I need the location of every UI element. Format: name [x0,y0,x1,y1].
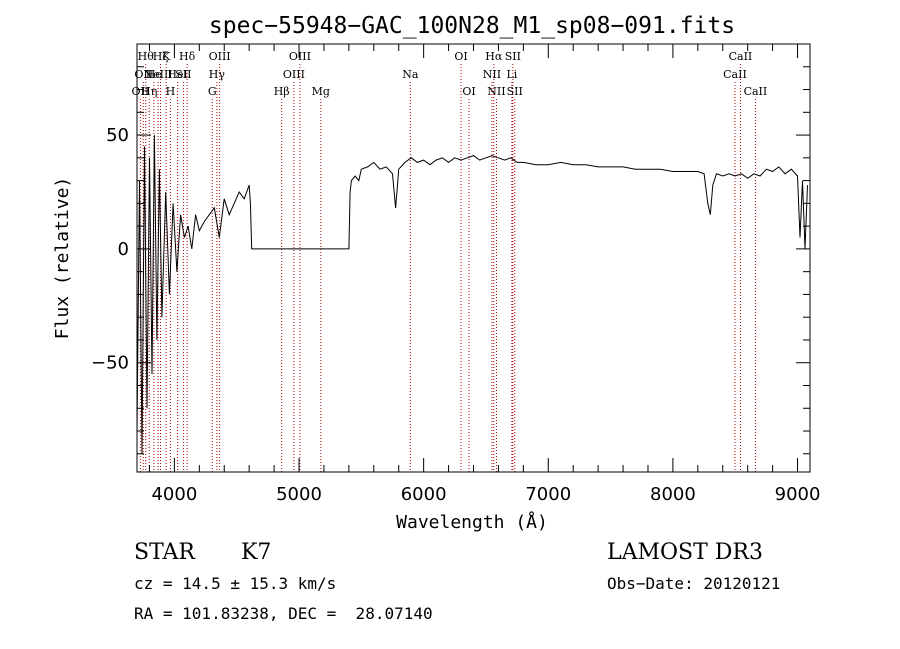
line-label: Hθ [138,50,155,63]
line-label: NII [487,85,505,98]
survey-name: LAMOST DR3 [607,540,763,565]
x-tick-label: 4000 [151,484,197,505]
line-label: OIII [289,50,311,63]
line-label: Hγ [209,68,226,81]
x-tick-label: 7000 [525,484,571,505]
line-label: CaII [723,68,747,81]
obs-date: Obs−Date: 20120121 [607,574,781,593]
line-label: K [162,50,171,63]
line-label: CaII [744,85,768,98]
line-label: Hβ [274,85,290,98]
ra-dec-coords: RA = 101.83238, DEC = 28.07140 [134,604,433,623]
y-axis-label: Flux (relative) [52,177,73,340]
x-tick-label: 8000 [650,484,696,505]
line-label: CaII [729,50,753,63]
emission-line-markers [139,64,756,472]
line-label: HeI [167,68,187,81]
y-tick-label: 50 [106,125,129,146]
line-label: Na [402,68,419,81]
line-label: NeIII [143,68,172,81]
line-label: H [166,85,176,98]
plot-frame [136,43,811,473]
line-label: Hη [141,85,157,98]
line-label: OII [134,68,152,81]
emission-line-labels: OIIOIIHθHηHeNeIIIHζKHHeISIIHδGHγOIIIHβOI… [132,50,768,98]
axis-ticks [137,43,810,472]
line-label: OI [462,85,475,98]
line-label: G [208,85,217,98]
line-label: Li [506,68,517,81]
object-class: STAR [134,540,195,565]
x-tick-label: 6000 [401,484,447,505]
x-axis-label: Wavelength (Å) [396,511,548,533]
line-label: Hδ [179,50,196,63]
axis-tick-labels: 4000 5000 6000 7000 8000 9000 50 0 −50 [91,125,820,505]
line-label: Mg [312,85,330,98]
spectrum-line [136,135,808,454]
line-label: Hζ [153,50,169,63]
chart-title: spec−55948−GAC_100N28_M1_sp08−091.fits [209,13,735,39]
line-label: OII [132,85,150,98]
line-label: Hα [485,50,503,63]
line-label: OIII [209,50,231,63]
line-label: OIII [283,68,305,81]
y-tick-label: −50 [91,353,129,374]
redshift-cz: cz = 14.5 ± 15.3 km/s [134,574,337,593]
line-label: NII [483,68,501,81]
line-label: He [146,68,162,81]
y-tick-label: 0 [118,239,129,260]
line-label: SII [175,68,191,81]
line-label: SII [507,85,523,98]
line-label: OI [454,50,467,63]
object-subclass: K7 [241,540,272,565]
x-tick-label: 5000 [276,484,322,505]
line-label: SII [505,50,521,63]
x-tick-label: 9000 [775,484,821,505]
